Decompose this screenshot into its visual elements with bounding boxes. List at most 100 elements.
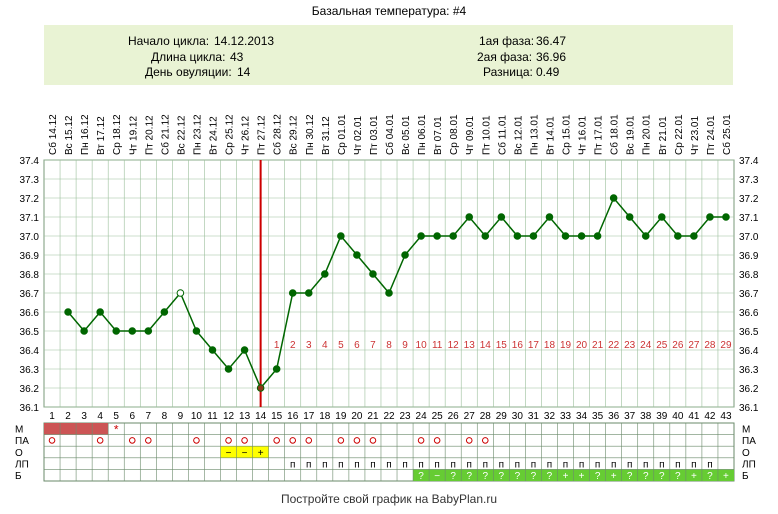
temperature-point <box>224 365 233 373</box>
table-cell-mark: п <box>515 459 520 470</box>
y-tick-label-left: 36.1 <box>20 403 40 414</box>
table-cell-circle <box>289 437 297 444</box>
temperature-point <box>337 232 345 240</box>
table-cell-circle <box>96 437 104 444</box>
row-label-left: М <box>15 425 23 436</box>
table-cell-period <box>92 423 109 435</box>
table-cell-period <box>44 423 61 435</box>
temperature-point <box>449 232 457 240</box>
date-label: Ср 01.01 <box>337 114 348 155</box>
post-ovulation-day-label: 21 <box>592 340 604 351</box>
table-cell-green <box>605 469 622 481</box>
ovulation-day-value: 14 <box>237 65 251 79</box>
day-number-label: 41 <box>688 411 700 422</box>
post-ovulation-day-label: 20 <box>576 340 588 351</box>
y-tick-label-right: 36.4 <box>739 346 759 357</box>
table-cell-green <box>413 469 430 481</box>
table-cell-mark: ? <box>659 471 665 482</box>
table-cell-mark: п <box>547 459 552 470</box>
day-number-label: 16 <box>287 411 299 422</box>
y-tick-label-right: 36.6 <box>739 308 759 319</box>
row-label-left: ЛП <box>15 459 29 470</box>
date-label: Пн 13.01 <box>529 114 540 155</box>
table-cell-green <box>589 469 606 481</box>
table-cell-mark: п <box>579 459 584 470</box>
table-cell-mark: ? <box>515 471 521 482</box>
day-number-label: 17 <box>303 411 315 422</box>
date-label: Чт 23.01 <box>690 116 701 155</box>
post-ovulation-day-label: 16 <box>512 340 524 351</box>
temperature-point <box>481 232 490 240</box>
temperature-point <box>561 232 570 240</box>
post-ovulation-day-label: 3 <box>306 340 312 351</box>
post-ovulation-day-label: 6 <box>354 340 360 351</box>
table-cell-mark: п <box>531 459 536 470</box>
table-cell-mark: − <box>434 471 440 482</box>
day-number-label: 24 <box>416 411 428 422</box>
day-number-label: 12 <box>223 411 235 422</box>
y-tick-label-left: 37.1 <box>20 213 40 224</box>
table-cell-mark: п <box>306 459 311 470</box>
y-tick-label-right: 36.8 <box>739 270 759 281</box>
temperature-point <box>353 251 361 259</box>
post-ovulation-day-label: 19 <box>560 340 572 351</box>
temperature-point <box>674 232 682 240</box>
date-label: Вс 05.01 <box>401 115 412 155</box>
temperature-point <box>256 384 265 392</box>
post-ovulation-day-label: 18 <box>544 340 556 351</box>
table-cell-circle <box>193 437 200 444</box>
post-ovulation-day-label: 23 <box>624 340 636 351</box>
day-number-label: 22 <box>383 411 395 422</box>
table-cell-mark: п <box>290 459 295 470</box>
day-number-label: 28 <box>480 411 492 422</box>
table-cell-mark: + <box>258 448 264 459</box>
y-tick-label-right: 37.2 <box>739 194 759 205</box>
day-number-label: 18 <box>319 411 331 422</box>
chart-title: Базальная температура: #4 <box>311 4 467 18</box>
post-ovulation-day-label: 4 <box>322 340 328 351</box>
temperature-point <box>513 232 522 240</box>
day-number-label: 4 <box>97 411 103 422</box>
table-cell-mark: ? <box>547 471 553 482</box>
temperature-point <box>593 232 602 240</box>
table-cell-mark: п <box>627 459 632 470</box>
table-cell-mark: ? <box>499 471 505 482</box>
y-tick-label-left: 37.0 <box>20 232 40 243</box>
plot-area <box>43 159 735 408</box>
post-ovulation-day-label: 13 <box>464 340 476 351</box>
date-label: Сб 18.01 <box>609 114 621 155</box>
cycle-start-value: 14.12.2013 <box>214 34 275 48</box>
y-tick-label-left: 36.6 <box>20 308 40 319</box>
date-label: Пн 23.12 <box>192 114 203 155</box>
table-cell-green <box>525 469 542 481</box>
table-cell-circle <box>433 437 441 444</box>
post-ovulation-day-label: 25 <box>656 340 668 351</box>
table-cell-circle <box>48 437 56 444</box>
temperature-point <box>321 270 329 278</box>
post-ovulation-day-label: 29 <box>720 340 732 351</box>
table-cell-circle <box>353 437 361 444</box>
temperature-point <box>625 213 634 221</box>
table-cell-mark: + <box>579 471 585 482</box>
date-label: Пт 27.12 <box>257 115 268 155</box>
table-cell-test <box>236 446 253 458</box>
table-cell-circle <box>273 437 280 444</box>
difference-value: 0.49 <box>536 65 560 79</box>
footer-link[interactable]: Постройте свой график на BabyPlan.ru <box>280 492 498 506</box>
day-number-label: 38 <box>640 411 652 422</box>
temperature-point <box>96 308 104 316</box>
y-tick-label-right: 37.1 <box>739 213 759 224</box>
date-label: Ср 15.01 <box>562 114 573 155</box>
post-ovulation-day-label: 1 <box>274 340 280 351</box>
date-label: Вт 24.12 <box>208 116 219 155</box>
day-number-label: 26 <box>448 411 460 422</box>
date-label: Чт 26.12 <box>241 116 252 155</box>
phase2-value: 36.96 <box>536 50 567 64</box>
day-number-label: 7 <box>146 411 152 422</box>
date-label: Вт 31.12 <box>321 116 332 155</box>
table-cell-green <box>541 469 558 481</box>
table-cell-period <box>76 423 93 435</box>
table-cell-mark: п <box>563 459 568 470</box>
date-label: Сб 04.01 <box>384 114 396 155</box>
post-ovulation-day-label: 15 <box>496 340 508 351</box>
